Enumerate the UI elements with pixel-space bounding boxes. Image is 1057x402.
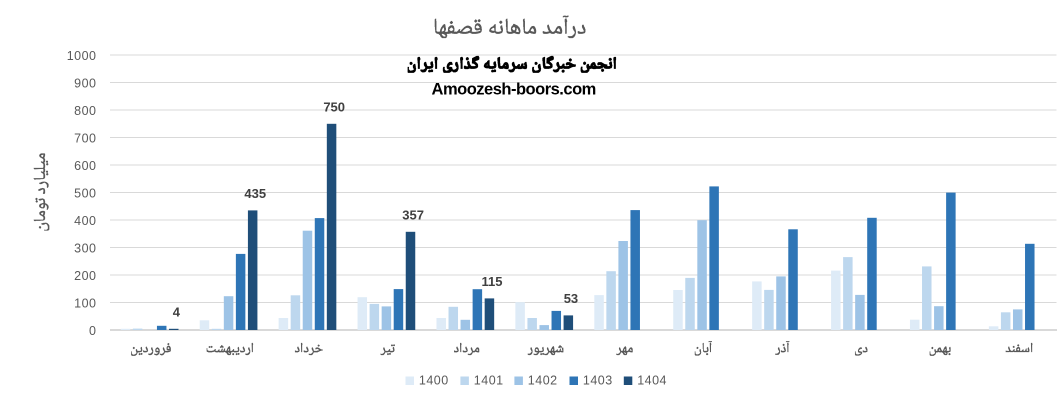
svg-text:115: 115	[482, 274, 503, 289]
svg-text:200: 200	[74, 269, 96, 283]
svg-text:600: 600	[74, 159, 96, 173]
svg-text:1402: 1402	[528, 373, 558, 387]
svg-text:900: 900	[74, 77, 96, 91]
svg-text:500: 500	[74, 187, 96, 201]
svg-text:435: 435	[244, 186, 266, 201]
svg-text:357: 357	[402, 208, 424, 223]
svg-text:1404: 1404	[637, 373, 667, 387]
svg-text:750: 750	[323, 100, 345, 115]
svg-text:1400: 1400	[419, 373, 449, 387]
svg-text:700: 700	[74, 132, 96, 146]
svg-text:53: 53	[564, 291, 578, 306]
svg-text:4: 4	[173, 305, 181, 320]
svg-text:100: 100	[74, 297, 96, 311]
svg-text:1000: 1000	[67, 49, 97, 63]
svg-text:0: 0	[89, 324, 96, 338]
svg-text:Amoozesh-boors.com: Amoozesh-boors.com	[432, 81, 596, 99]
svg-text:1403: 1403	[583, 373, 613, 387]
svg-text:800: 800	[74, 104, 96, 118]
svg-text:1401: 1401	[474, 373, 504, 387]
svg-text:400: 400	[74, 214, 96, 228]
svg-text:300: 300	[74, 242, 96, 256]
